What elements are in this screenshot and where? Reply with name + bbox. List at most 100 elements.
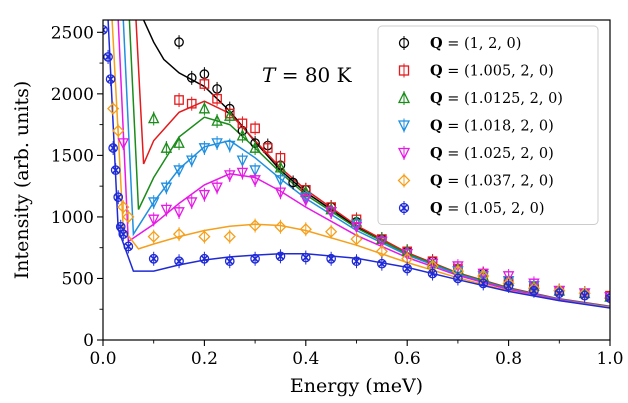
marker-shape — [604, 292, 610, 304]
plot-area — [103, 20, 610, 309]
y-tick-label-3: 1500 — [51, 146, 94, 166]
marker-shape — [160, 141, 173, 153]
data-point-5-10 — [299, 222, 312, 237]
marker-cross — [581, 292, 589, 300]
data-point-6-23 — [503, 278, 514, 293]
legend-label-bold: Q — [430, 173, 443, 190]
data-point-4-3 — [173, 205, 185, 219]
data-point-1-0 — [174, 93, 184, 107]
marker-shape — [223, 230, 236, 243]
marker-shape — [173, 207, 185, 219]
data-point-4-10 — [274, 185, 287, 200]
marker-cross — [103, 26, 107, 34]
marker-shape — [350, 232, 363, 246]
legend-entry-2: Q = (1.0125, 2, 0) — [397, 90, 563, 107]
data-point-5-3 — [122, 209, 135, 224]
annotation-rest: = 80 K — [275, 63, 352, 87]
marker-cross — [454, 274, 462, 282]
marker-shape — [147, 230, 160, 243]
marker-shape — [147, 214, 160, 227]
y-tick-label-5: 2500 — [51, 23, 94, 43]
data-point-3-0 — [147, 195, 160, 210]
x-tick-label-1: 0.2 — [191, 349, 218, 369]
data-point-6-9 — [148, 251, 159, 266]
data-point-3-7 — [236, 153, 249, 168]
data-point-2-8 — [274, 160, 287, 175]
data-point-6-4 — [110, 163, 121, 178]
legend-label-rest: = (1.0125, 2, 0) — [443, 91, 563, 107]
legend-label-2: Q = (1.0125, 2, 0) — [430, 90, 563, 107]
data-point-6-11 — [199, 251, 210, 266]
data-point-3-2 — [173, 163, 185, 178]
marker-shape — [579, 290, 590, 301]
marker-shape — [107, 102, 120, 115]
data-point-2-6 — [236, 128, 249, 143]
marker-shape — [122, 210, 135, 224]
legend-label-bold: Q — [430, 35, 443, 52]
data-point-3-1 — [160, 180, 173, 195]
legend-entry-6: Q = (1.05, 2, 0) — [398, 200, 545, 217]
legend-label-bold: Q — [430, 145, 443, 162]
x-tick-label-0: 0.0 — [89, 349, 116, 369]
legend-label-bold: Q — [430, 63, 443, 80]
marker-shape — [185, 155, 198, 167]
data-point-4-13 — [350, 219, 363, 234]
legend-label-5: Q = (1.037, 2, 0) — [430, 173, 554, 190]
data-point-5-4 — [147, 229, 160, 244]
marker-cross — [124, 242, 132, 250]
data-point-0-1 — [186, 70, 197, 85]
marker-shape — [554, 288, 565, 299]
marker-shape — [211, 138, 223, 150]
marker-shape — [529, 285, 539, 296]
marker-shape — [103, 52, 113, 62]
marker-cross — [429, 270, 437, 278]
data-point-5-2 — [117, 200, 130, 215]
data-point-6-20 — [427, 266, 438, 281]
marker-cross — [114, 193, 122, 201]
data-point-6-17 — [351, 254, 362, 269]
marker-shape — [174, 95, 184, 105]
legend-entry-5: Q = (1.037, 2, 0) — [397, 173, 554, 190]
data-point-6-25 — [554, 286, 565, 301]
x-tick-label-5: 1.0 — [596, 349, 623, 369]
x-tick-label-4: 0.8 — [495, 349, 522, 369]
data-point-6-24 — [529, 283, 539, 298]
marker-shape — [325, 225, 338, 238]
marker-shape — [185, 197, 198, 209]
marker-shape — [212, 93, 222, 104]
marker-shape — [398, 65, 410, 76]
marker-cross — [403, 265, 411, 273]
marker-shape — [198, 143, 211, 155]
legend-label-rest: = (1.025, 2, 0) — [443, 146, 554, 162]
marker-shape — [198, 189, 211, 202]
data-point-0-0 — [174, 35, 184, 50]
data-point-2-7 — [249, 141, 261, 155]
data-point-1-5 — [237, 116, 248, 131]
data-point-6-5 — [113, 190, 124, 205]
marker-shape — [211, 182, 223, 195]
marker-shape — [350, 221, 363, 234]
axes: 0.0 0.2 0.4 0.6 0.8 1.0 0 500 1000 1500 2000 2500 — [51, 19, 624, 369]
marker-shape — [275, 251, 286, 262]
marker-shape — [452, 261, 464, 273]
marker-shape — [236, 167, 249, 180]
legend-label-rest: = (1, 2, 0) — [443, 36, 522, 52]
marker-shape — [199, 253, 210, 264]
marker-shape — [147, 197, 160, 209]
data-point-5-7 — [223, 229, 236, 244]
marker-shape — [478, 278, 489, 289]
marker-shape — [250, 253, 260, 264]
data-point-6-21 — [453, 271, 463, 286]
data-point-6-22 — [478, 276, 489, 291]
data-point-6-13 — [250, 251, 260, 266]
marker-shape — [300, 252, 311, 263]
marker-shape — [198, 101, 211, 114]
legend-entry-1: Q = (1.005, 2, 0) — [398, 63, 554, 80]
legend-label-4: Q = (1.025, 2, 0) — [430, 145, 554, 162]
data-point-2-4 — [211, 113, 223, 128]
marker-shape — [262, 143, 273, 153]
marker-shape — [502, 271, 515, 283]
marker-shape — [376, 258, 387, 269]
marker-cross — [378, 260, 386, 268]
legend: Q = (1, 2, 0)Q = (1.005, 2, 0)Q = (1.012… — [377, 25, 599, 225]
